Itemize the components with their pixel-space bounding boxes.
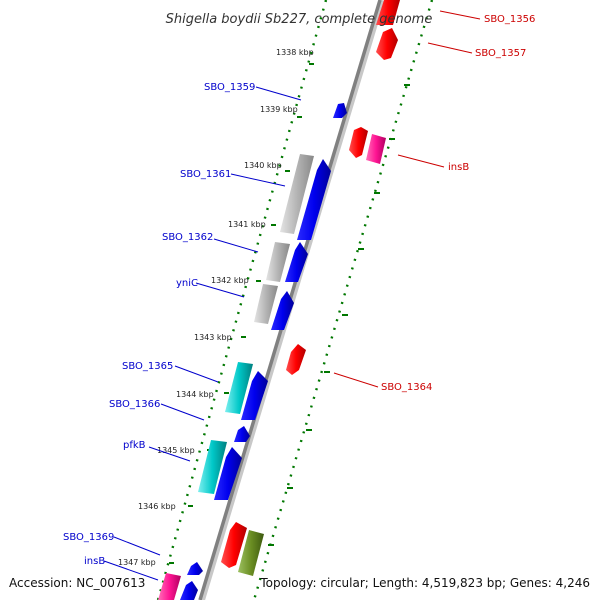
accession-text: Accession: NC_007613 [9, 576, 145, 590]
tick-label: 1341 kbp [228, 220, 266, 229]
companion-features [198, 154, 314, 494]
gene-label[interactable]: SBO_1364 [381, 382, 432, 393]
feature-sbo-1362-gray[interactable] [266, 242, 290, 282]
right-leader-lines [333, 10, 481, 388]
gene-insb-forward-strand[interactable] [180, 581, 198, 600]
gene-sbo-1365[interactable] [241, 371, 268, 420]
gene-label[interactable]: SBO_1359 [204, 82, 255, 93]
feature-sbo-1361-gray[interactable] [280, 154, 314, 234]
gene-sbo-1356[interactable] [376, 0, 400, 25]
tick-label: 1339 kbp [260, 105, 298, 114]
left-leader-lines [103, 86, 302, 581]
map-title: Shigella boydii Sb227, complete genome [166, 12, 433, 27]
gene-pfkb[interactable] [214, 447, 242, 500]
feature-red-lower[interactable] [221, 522, 247, 568]
left-gene-labels: SBO_1359 SBO_1361 SBO_1362 yniC SBO_1365… [63, 82, 255, 567]
reverse-strand-features [158, 0, 400, 600]
gene-label[interactable]: SBO_1357 [475, 48, 526, 59]
gene-sbo-1366[interactable] [234, 426, 250, 442]
gene-label[interactable]: SBO_1369 [63, 532, 114, 543]
gene-sbo-1359[interactable] [333, 103, 347, 118]
gene-sbo-1362[interactable] [285, 242, 308, 282]
gene-label[interactable]: SBO_1361 [180, 169, 231, 180]
feature-olive-lower[interactable] [238, 530, 264, 576]
gene-label[interactable]: SBO_1365 [122, 361, 173, 372]
tick-label: 1342 kbp [211, 276, 249, 285]
gene-label[interactable]: insB [448, 162, 469, 173]
tick-label: 1340 kbp [244, 161, 282, 170]
tick-label: 1338 kbp [276, 48, 314, 57]
tick-label: 1343 kbp [194, 333, 232, 342]
gene-insb-reverse-red[interactable] [349, 127, 368, 158]
gene-label[interactable]: SBO_1366 [109, 399, 160, 410]
gene-sbo-1369[interactable] [187, 562, 203, 575]
outer-ticks [268, 84, 410, 546]
gene-insb-reverse-pink[interactable] [366, 134, 386, 164]
gene-sbo-1357[interactable] [376, 28, 398, 60]
gene-label[interactable]: SBO_1356 [484, 14, 535, 25]
gene-sbo-1364[interactable] [286, 344, 306, 375]
feature-pfkb-cyan[interactable] [198, 440, 227, 494]
tick-label: 1346 kbp [138, 502, 176, 511]
gene-label[interactable]: SBO_1362 [162, 232, 213, 243]
right-gene-labels: SBO_1356 SBO_1357 insB SBO_1364 [381, 14, 535, 393]
forward-strand-features [180, 103, 347, 600]
gene-insb-pink-lower[interactable] [158, 573, 181, 600]
tick-label: 1345 kbp [157, 446, 195, 455]
gene-sbo-1361[interactable] [297, 159, 331, 240]
genome-summary-text: Topology: circular; Length: 4,519,823 bp… [259, 576, 590, 590]
feature-sbo-1365-cyan[interactable] [225, 362, 253, 414]
tick-label: 1344 kbp [176, 390, 214, 399]
tick-label: 1347 kbp [118, 558, 156, 567]
gene-label[interactable]: pfkB [123, 440, 146, 451]
gene-label[interactable]: insB [84, 556, 105, 567]
gene-label[interactable]: yniC [176, 278, 198, 289]
gene-ynic[interactable] [271, 291, 294, 330]
feature-ynic-gray[interactable] [254, 284, 278, 324]
